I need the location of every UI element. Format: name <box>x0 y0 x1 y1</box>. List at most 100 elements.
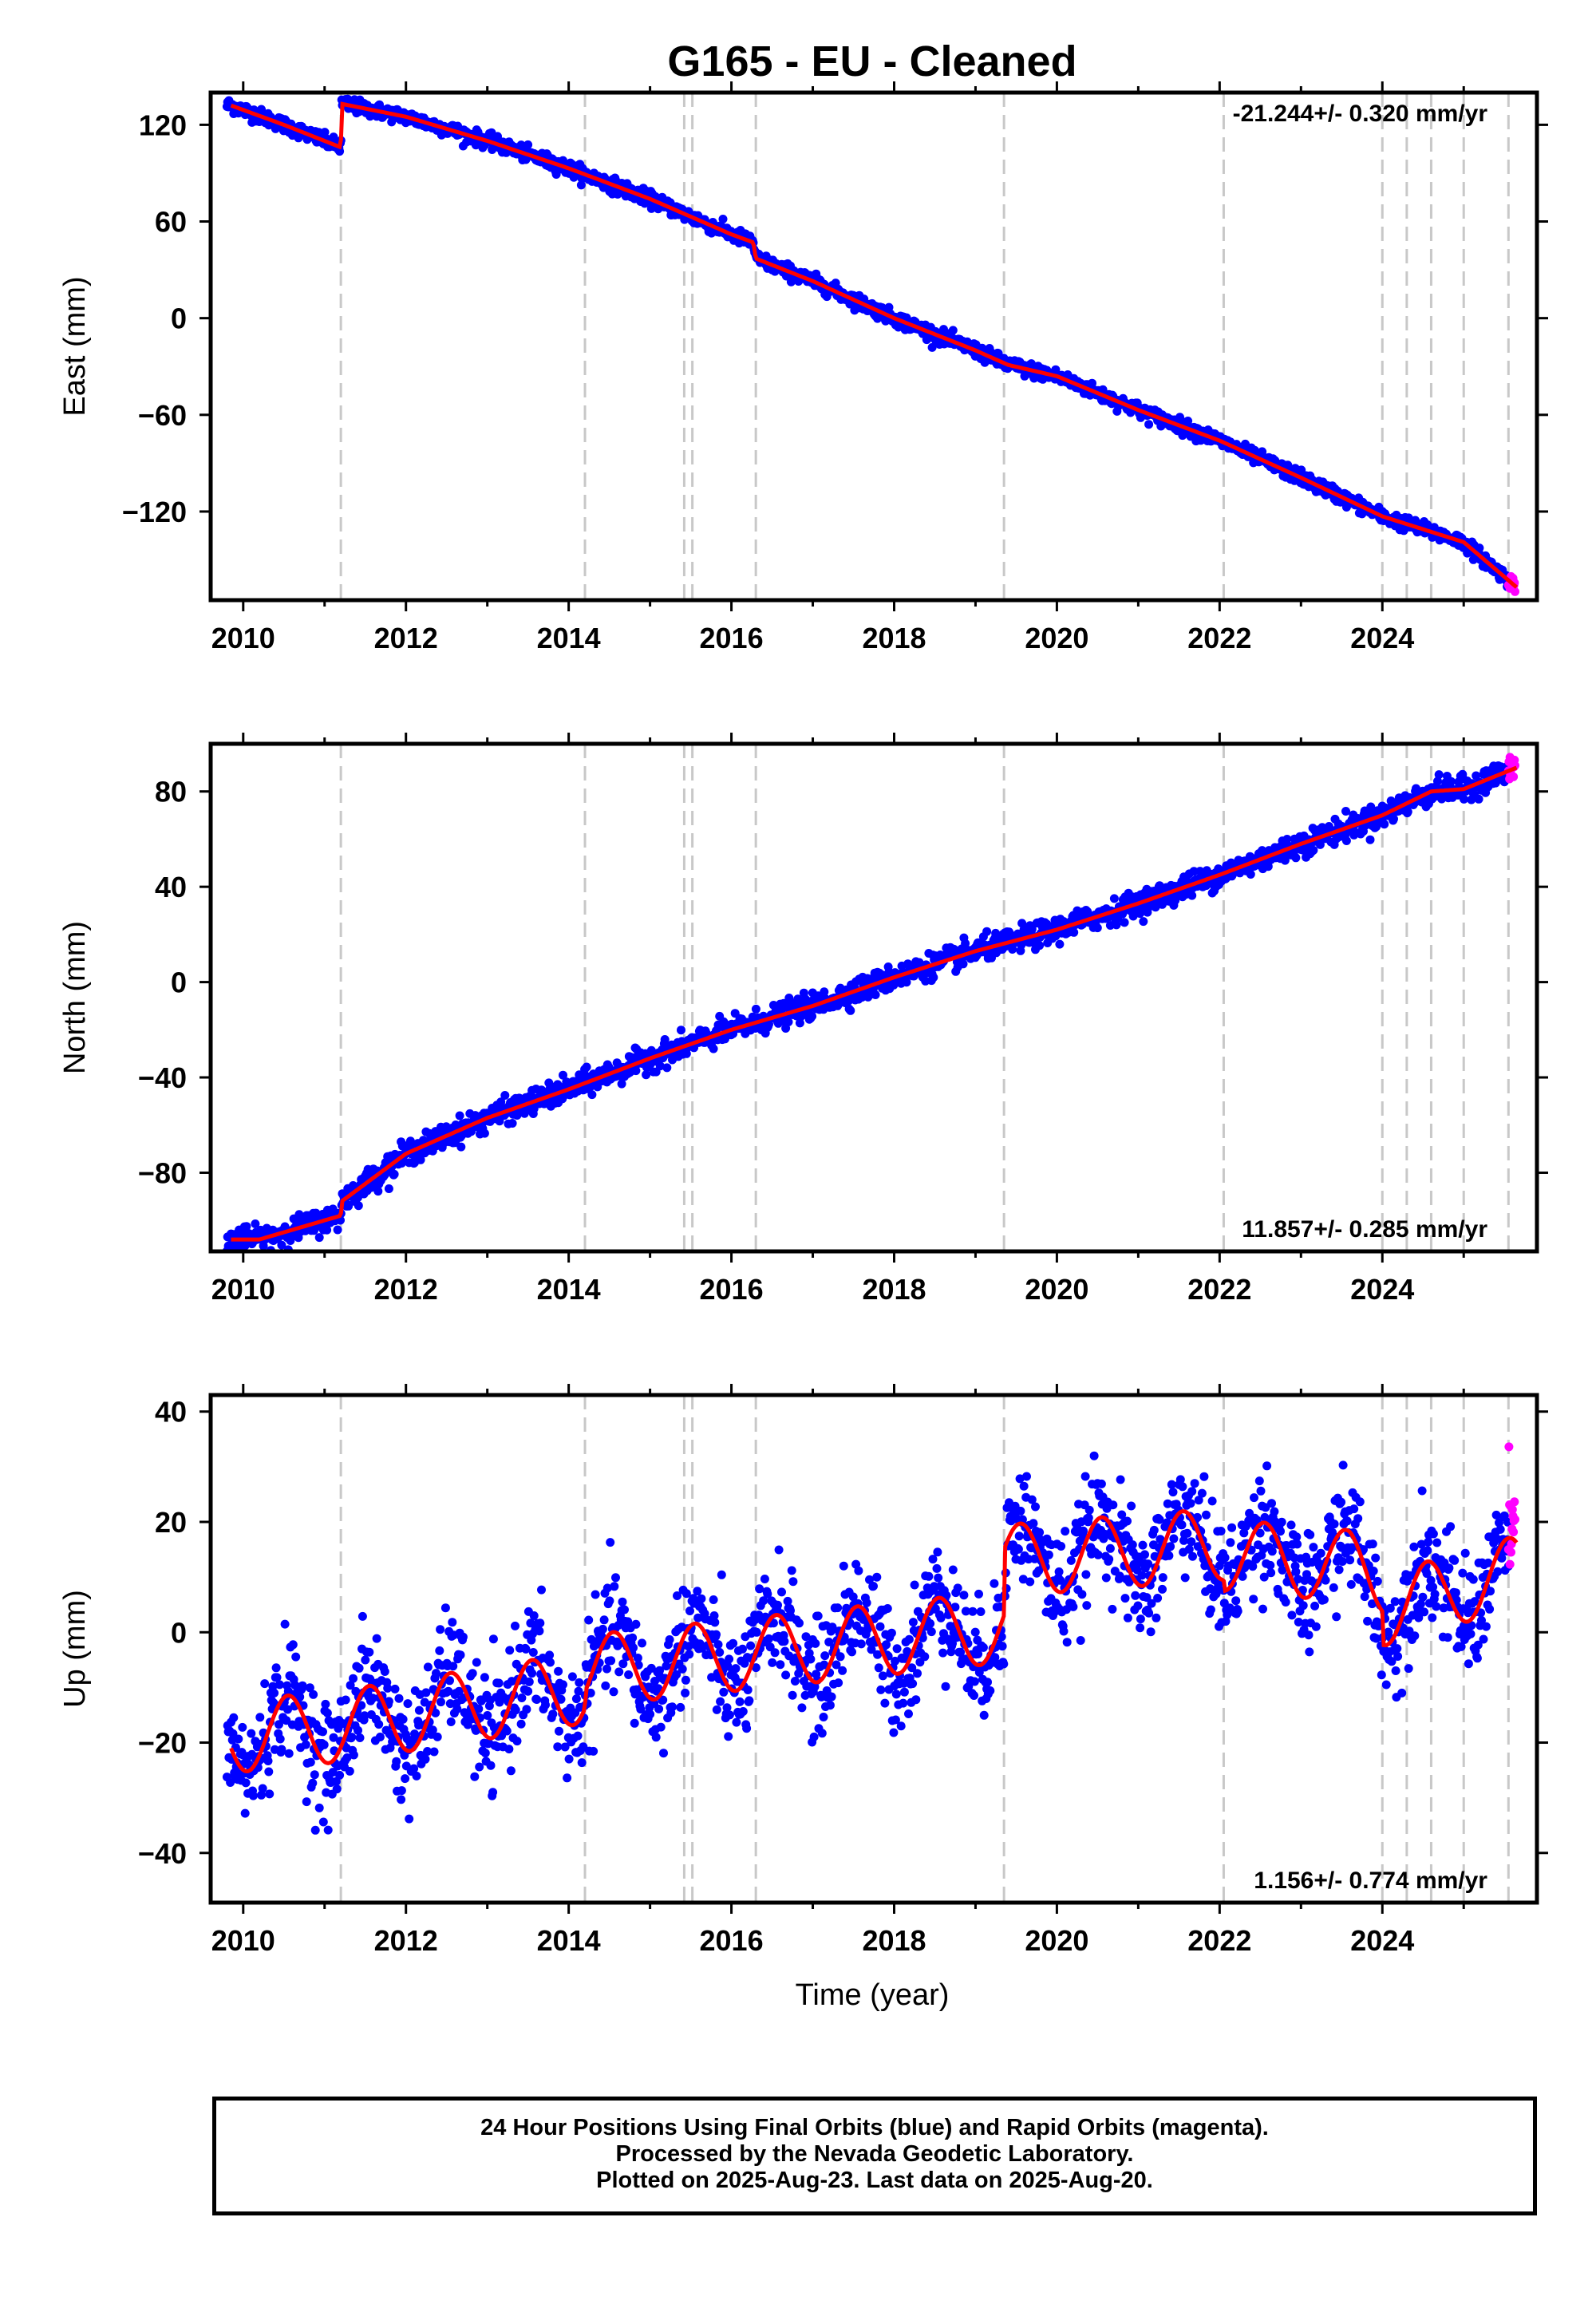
final-point <box>280 1619 290 1629</box>
final-point <box>1460 794 1468 804</box>
final-point <box>752 1627 761 1637</box>
final-point <box>1389 814 1398 824</box>
final-point <box>729 1638 738 1648</box>
final-point <box>268 1682 278 1691</box>
final-point <box>428 1725 437 1735</box>
final-point <box>780 1637 789 1646</box>
final-point <box>678 1664 687 1674</box>
final-point <box>709 1611 719 1620</box>
final-point <box>665 1635 674 1644</box>
final-point <box>432 1669 440 1678</box>
final-point <box>272 1673 282 1682</box>
final-point <box>902 978 911 987</box>
rapid-point <box>1509 772 1519 781</box>
final-point <box>494 1678 504 1688</box>
y-tick-label: −60 <box>138 399 187 432</box>
north-panel: 2010 2012 2014 2016 2018 2020 2022 202480400−40… <box>58 733 1548 1306</box>
final-point <box>1187 891 1197 900</box>
final-point <box>522 1705 531 1714</box>
final-point <box>874 1663 883 1673</box>
final-point <box>528 1648 538 1657</box>
final-point <box>773 1600 782 1610</box>
final-point <box>322 1709 332 1717</box>
final-point <box>537 1585 546 1595</box>
final-point <box>836 1652 845 1662</box>
final-point <box>685 1607 694 1615</box>
x-tick-label: 2020 <box>1025 1273 1088 1306</box>
final-point <box>332 1784 342 1794</box>
y-tick-label: 40 <box>155 871 187 903</box>
final-point <box>654 1684 663 1694</box>
final-point <box>605 1596 614 1606</box>
final-point <box>656 1722 666 1732</box>
final-point <box>1282 835 1292 844</box>
final-point <box>1341 836 1351 845</box>
final-point <box>302 1797 311 1807</box>
final-point <box>862 1598 871 1607</box>
final-point <box>899 1687 909 1697</box>
final-point <box>474 1704 484 1713</box>
final-point <box>598 1624 607 1634</box>
final-point <box>546 1658 555 1667</box>
final-point <box>1092 923 1102 933</box>
final-point <box>349 1674 358 1683</box>
final-point <box>827 1692 836 1701</box>
final-point <box>488 1788 498 1797</box>
final-point <box>577 1758 587 1768</box>
final-point <box>755 1584 764 1594</box>
final-point <box>374 1720 384 1729</box>
final-point <box>564 1754 574 1764</box>
final-point <box>732 1717 741 1727</box>
final-point <box>277 1745 286 1754</box>
final-point <box>875 1622 885 1631</box>
final-point <box>880 1698 890 1708</box>
final-point <box>1280 856 1290 865</box>
final-point <box>559 1680 567 1690</box>
final-point <box>810 1682 820 1692</box>
final-point <box>398 1714 408 1724</box>
final-point <box>319 1740 329 1749</box>
final-point <box>589 1746 598 1756</box>
final-point <box>892 1644 902 1654</box>
final-point <box>523 140 533 149</box>
final-point <box>290 1681 300 1690</box>
y-tick-label: −40 <box>138 1061 187 1094</box>
final-point <box>238 1722 247 1732</box>
final-point <box>421 1688 431 1697</box>
final-point <box>617 1079 626 1089</box>
final-point <box>535 1618 545 1628</box>
final-point <box>383 1683 393 1693</box>
x-tick-label: 2020 <box>1025 622 1088 654</box>
final-point <box>486 1761 496 1770</box>
final-point <box>628 1633 638 1642</box>
final-point <box>889 1728 899 1737</box>
final-point <box>787 1566 796 1575</box>
final-point <box>838 1666 847 1675</box>
x-tick-label: 2018 <box>862 622 926 654</box>
final-point <box>365 1647 374 1657</box>
final-point <box>454 1686 464 1696</box>
final-point <box>361 1655 370 1665</box>
final-point <box>742 1724 752 1733</box>
final-point <box>380 1667 389 1676</box>
final-point <box>602 1583 612 1593</box>
final-point <box>298 1681 307 1690</box>
y-tick-label: 80 <box>155 776 187 808</box>
final-point <box>329 132 338 142</box>
final-point <box>384 1697 393 1706</box>
final-point <box>545 1650 555 1660</box>
final-point <box>828 1622 837 1632</box>
final-point <box>1472 771 1481 781</box>
final-point <box>584 1615 594 1625</box>
y-tick-label: −80 <box>138 1156 187 1189</box>
east-model-line <box>230 101 1519 589</box>
final-point <box>392 1757 401 1766</box>
final-point <box>271 1663 281 1673</box>
final-point <box>715 1647 725 1657</box>
final-point <box>265 1789 275 1799</box>
final-point <box>614 1667 624 1677</box>
final-point <box>320 128 330 137</box>
final-point <box>731 1664 741 1674</box>
final-point <box>651 1733 661 1742</box>
final-point <box>288 1640 298 1650</box>
